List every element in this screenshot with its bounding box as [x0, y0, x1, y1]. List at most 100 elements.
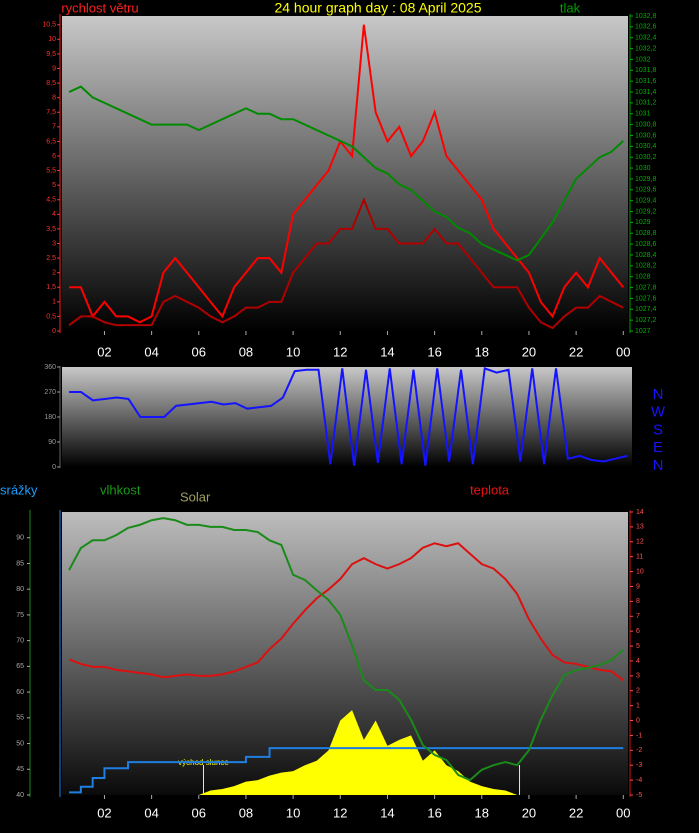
- x-tick-label: 22: [569, 344, 583, 359]
- line: [68, 85, 624, 262]
- y2-tick-label: 1029,6: [635, 187, 657, 194]
- x-tick-label: 04: [144, 805, 158, 820]
- y-tick-label: 3,5: [46, 226, 56, 233]
- rain-axis-label: srážky: [0, 482, 38, 497]
- y2-tick-label: -5: [636, 792, 642, 799]
- y-tick-label: 5: [52, 182, 56, 189]
- y-axis-label: rychlost větru: [61, 0, 138, 15]
- y2-tick-label: 1029: [635, 219, 651, 226]
- y2-tick-label: 5: [636, 643, 640, 650]
- x-tick-label: 12: [333, 805, 347, 820]
- y-tick-label: 4,5: [46, 197, 56, 204]
- x-tick-label: 02: [97, 805, 111, 820]
- y2-tick-label: 1027,8: [635, 284, 657, 291]
- y2-tick-label: 1029,8: [635, 176, 657, 183]
- y2-tick-label: 14: [636, 509, 644, 516]
- y-tick-label: 7: [52, 124, 56, 131]
- x-tick-label: 16: [427, 805, 441, 820]
- y-tick-label: 10: [48, 36, 56, 43]
- y2-tick-label: 1027,4: [635, 306, 657, 313]
- y2-tick-label: 0: [636, 717, 640, 724]
- x-tick-label: 20: [522, 805, 536, 820]
- line: [68, 517, 624, 782]
- y2-tick-label: 6: [636, 628, 640, 635]
- y-tick-label: 55: [16, 715, 24, 722]
- direction-label: N: [653, 386, 664, 403]
- y-tick-label: 40: [16, 792, 24, 799]
- x-tick-label: 12: [333, 344, 347, 359]
- y2-tick-label: 13: [636, 524, 644, 531]
- y2-tick-label: 4: [636, 658, 640, 665]
- y-tick-label: 50: [16, 740, 24, 747]
- direction-label: E: [653, 439, 663, 456]
- y-tick-label: 8,5: [46, 80, 56, 87]
- y2-tick-label: 1028,2: [635, 263, 657, 270]
- y2-tick-label: 7: [636, 613, 640, 620]
- y2-tick-label: 1031,4: [635, 89, 657, 96]
- y-tick-label: 75: [16, 612, 24, 619]
- y2-tick-label: -3: [636, 762, 642, 769]
- solar-label: Solar: [180, 489, 211, 504]
- y2-tick-label: 1028,6: [635, 241, 657, 248]
- y-tick-label: 90: [16, 535, 24, 542]
- direction-label: N: [653, 457, 664, 474]
- y2-tick-label: 1030,2: [635, 154, 657, 161]
- y2-tick-label: 1028,8: [635, 230, 657, 237]
- y-tick-label: 45: [16, 766, 24, 773]
- y-tick-label: 2: [52, 270, 56, 277]
- chart-title: 24 hour graph day : 08 April 2025: [274, 0, 481, 16]
- y2-tick-label: -1: [636, 732, 642, 739]
- y-tick-label: 0,5: [46, 313, 56, 320]
- y2-tick-label: 1030: [635, 165, 651, 172]
- y-axis-label: vlhkost: [100, 482, 141, 497]
- x-tick-label: 00: [616, 805, 630, 820]
- x-tick-label: 18: [475, 344, 489, 359]
- y-tick-label: 4: [52, 211, 56, 218]
- x-tick-label: 08: [239, 344, 253, 359]
- line: [69, 747, 624, 794]
- y2-tick-label: 11: [636, 554, 643, 561]
- x-tick-label: 02: [97, 344, 111, 359]
- line: [68, 197, 624, 330]
- y2-tick-label: 1032,4: [635, 35, 657, 42]
- y2-tick-label: 1028,4: [635, 252, 657, 259]
- x-tick-label: 20: [522, 344, 536, 359]
- y-tick-label: 3: [52, 240, 56, 247]
- y2-tick-label: 1028: [635, 274, 651, 281]
- y-tick-label: 1,5: [46, 284, 56, 291]
- y-tick-label: 2,5: [46, 255, 56, 262]
- y2-tick-label: 1031,2: [635, 100, 657, 107]
- y2-tick-label: 1030,6: [635, 132, 657, 139]
- y-tick-label: 85: [16, 560, 24, 567]
- line: [68, 542, 624, 682]
- y2-tick-label: 1032: [635, 56, 651, 63]
- y-tick-label: 180: [44, 414, 56, 421]
- y2-tick-label: 10: [636, 568, 644, 575]
- line: [69, 24, 625, 324]
- y-tick-label: 360: [44, 364, 56, 371]
- y2-tick-label: -2: [636, 747, 642, 754]
- y-tick-label: 0: [52, 328, 56, 335]
- y-tick-label: 90: [48, 439, 56, 446]
- y2-tick-label: 1032,6: [635, 24, 657, 31]
- y-tick-label: 6: [52, 153, 56, 160]
- y-tick-label: 9,5: [46, 51, 56, 58]
- y-tick-label: 5,5: [46, 167, 56, 174]
- x-tick-label: 08: [239, 805, 253, 820]
- x-tick-label: 18: [475, 805, 489, 820]
- y2-axis-label: teplota: [470, 482, 510, 497]
- y2-tick-label: 1031,6: [635, 78, 657, 85]
- plot-bg: [62, 16, 628, 331]
- y2-tick-label: 1029,4: [635, 197, 657, 204]
- line: [69, 367, 628, 466]
- x-tick-label: 06: [192, 805, 206, 820]
- y2-tick-label: 3: [636, 673, 640, 680]
- y2-tick-label: 1029,2: [635, 208, 657, 215]
- y-tick-label: 8: [52, 95, 56, 102]
- y-tick-label: 6,5: [46, 138, 56, 145]
- y2-tick-label: 8: [636, 598, 640, 605]
- y2-tick-label: 1030,4: [635, 143, 657, 150]
- y-tick-label: 0: [52, 464, 56, 471]
